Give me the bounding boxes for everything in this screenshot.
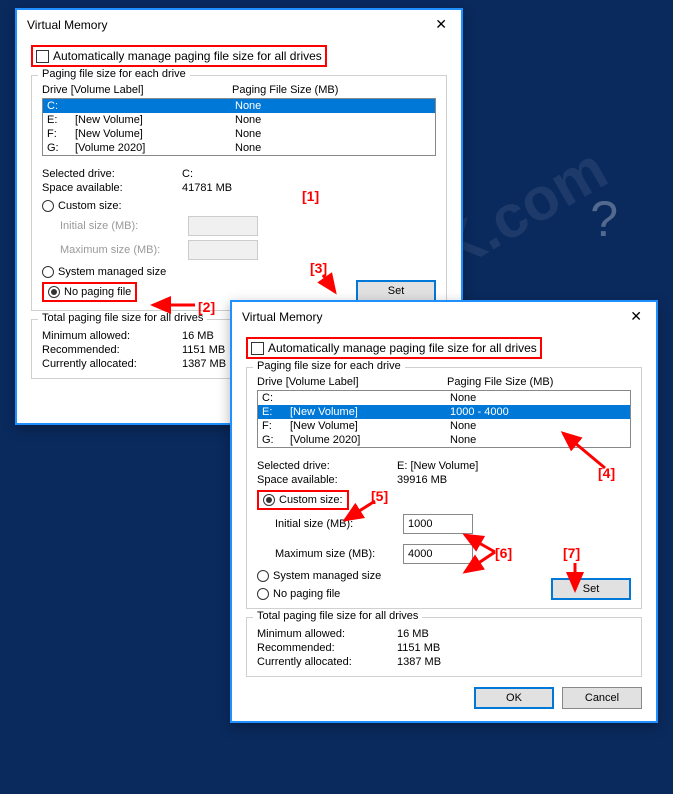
auto-manage-label: Automatically manage paging file size fo… [53, 49, 322, 63]
initial-size-label: Initial size (MB): [60, 220, 180, 232]
highlight-box-auto-manage: Automatically manage paging file size fo… [31, 45, 327, 67]
total-groupbox-title: Total paging file size for all drives [253, 610, 422, 622]
ok-button[interactable]: OK [474, 687, 554, 709]
initial-size-input [188, 216, 258, 236]
drive-row[interactable]: F:[New Volume]None [258, 419, 630, 433]
paging-file-groupbox: Paging file size for each drive Drive [V… [246, 367, 642, 609]
no-paging-radio-row[interactable]: No paging file [257, 588, 381, 600]
annotation-3: [3] [310, 260, 327, 276]
radio-no-paging[interactable] [48, 286, 60, 298]
annotation-4: [4] [598, 465, 615, 481]
drive-list[interactable]: C:NoneE:[New Volume]NoneF:[New Volume]No… [42, 98, 436, 156]
custom-size-radio-row[interactable]: Custom size: [259, 492, 347, 508]
space-available-label: Space available: [257, 474, 397, 486]
custom-size-radio-row[interactable]: Custom size: [42, 200, 436, 212]
total-groupbox: Total paging file size for all drives Mi… [246, 617, 642, 677]
drive-row[interactable]: G:[Volume 2020]None [43, 141, 435, 155]
system-managed-radio-row[interactable]: System managed size [257, 570, 381, 582]
auto-manage-checkbox[interactable] [36, 50, 49, 63]
initial-size-label: Initial size (MB): [275, 518, 395, 530]
no-paging-radio-row[interactable]: No paging file [44, 284, 135, 300]
selected-drive-label: Selected drive: [257, 460, 397, 472]
drive-list[interactable]: C:NoneE:[New Volume]1000 - 4000F:[New Vo… [257, 390, 631, 448]
radio-no-paging[interactable] [257, 588, 269, 600]
annotation-5: [5] [371, 488, 388, 504]
dialog-title: Virtual Memory [242, 310, 322, 324]
annotation-1: [1] [302, 188, 319, 204]
radio-system[interactable] [42, 266, 54, 278]
paging-file-groupbox: Paging file size for each drive Drive [V… [31, 75, 447, 311]
auto-manage-label: Automatically manage paging file size fo… [268, 341, 537, 355]
drive-row[interactable]: C:None [43, 99, 435, 113]
space-available-value: 41781 MB [182, 182, 232, 194]
drive-list-header: Drive [Volume Label] Paging File Size (M… [257, 376, 631, 388]
virtual-memory-dialog-2: Virtual Memory ✕ Automatically manage pa… [230, 300, 658, 723]
maximum-size-input[interactable] [403, 544, 473, 564]
maximum-size-input [188, 240, 258, 260]
close-icon[interactable]: ✕ [626, 308, 646, 325]
radio-custom[interactable] [263, 494, 275, 506]
cancel-button[interactable]: Cancel [562, 687, 642, 709]
drive-row[interactable]: G:[Volume 2020]None [258, 433, 630, 447]
total-groupbox-title: Total paging file size for all drives [38, 312, 207, 324]
maximum-size-label: Maximum size (MB): [275, 548, 395, 560]
drive-row[interactable]: E:[New Volume]None [43, 113, 435, 127]
space-available-value: 39916 MB [397, 474, 447, 486]
dialog-title: Virtual Memory [27, 18, 107, 32]
drive-row[interactable]: C:None [258, 391, 630, 405]
set-button[interactable]: Set [551, 578, 631, 600]
initial-size-input[interactable] [403, 514, 473, 534]
selected-drive-value: C: [182, 168, 193, 180]
groupbox-title: Paging file size for each drive [253, 360, 405, 372]
maximum-size-label: Maximum size (MB): [60, 244, 180, 256]
selected-drive-value: E: [New Volume] [397, 460, 478, 472]
radio-system[interactable] [257, 570, 269, 582]
drive-row[interactable]: F:[New Volume]None [43, 127, 435, 141]
highlight-box-auto-manage: Automatically manage paging file size fo… [246, 337, 542, 359]
drive-row[interactable]: E:[New Volume]1000 - 4000 [258, 405, 630, 419]
auto-manage-checkbox[interactable] [251, 342, 264, 355]
space-available-label: Space available: [42, 182, 182, 194]
annotation-2: [2] [198, 299, 215, 315]
annotation-6: [6] [495, 545, 512, 561]
titlebar: Virtual Memory ✕ [17, 10, 461, 39]
drive-list-header: Drive [Volume Label] Paging File Size (M… [42, 84, 436, 96]
annotation-7: [7] [563, 545, 580, 561]
titlebar: Virtual Memory ✕ [232, 302, 656, 331]
system-managed-radio-row[interactable]: System managed size [42, 266, 166, 278]
radio-custom[interactable] [42, 200, 54, 212]
decoration-figure: ? [590, 190, 618, 248]
set-button[interactable]: Set [356, 280, 436, 302]
close-icon[interactable]: ✕ [431, 16, 451, 33]
selected-drive-label: Selected drive: [42, 168, 182, 180]
groupbox-title: Paging file size for each drive [38, 68, 190, 80]
